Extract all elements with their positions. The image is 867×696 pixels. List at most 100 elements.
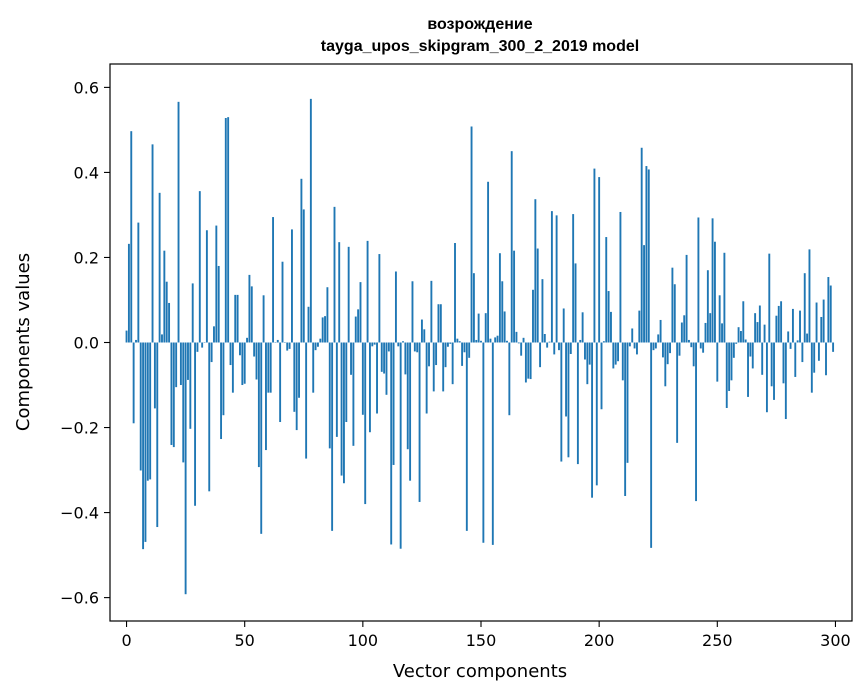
bar-144 (465, 342, 468, 531)
bar-140 (456, 338, 459, 343)
bar-273 (770, 342, 773, 387)
bar-128 (428, 342, 430, 367)
bar-99 (359, 282, 362, 343)
bar-249 (714, 241, 716, 343)
bar-227 (662, 342, 664, 358)
bar-7 (142, 342, 145, 550)
bar-260 (739, 331, 742, 343)
bar-288 (806, 333, 809, 343)
bar-60 (267, 342, 270, 393)
bar-231 (671, 267, 674, 343)
bar-139 (454, 243, 456, 343)
bar-264 (749, 342, 752, 357)
bar-132 (437, 304, 440, 343)
bar-169 (524, 342, 527, 383)
bar-76 (305, 342, 308, 459)
bar-89 (335, 342, 338, 437)
bar-182 (555, 215, 558, 343)
bar-3 (132, 342, 135, 424)
bar-25 (184, 342, 187, 595)
bar-213 (628, 342, 631, 347)
bar-26 (187, 342, 189, 380)
bar-97 (354, 316, 357, 343)
bar-114 (394, 271, 397, 343)
bar-45 (231, 342, 234, 393)
bar-232 (673, 284, 676, 343)
bar-188 (569, 342, 572, 354)
bar-289 (808, 249, 811, 343)
bar-162 (508, 342, 511, 416)
bar-206 (612, 342, 615, 369)
bar-287 (803, 273, 806, 343)
bar-191 (576, 342, 579, 465)
bar-2 (130, 131, 133, 343)
bar-223 (652, 342, 655, 351)
bar-237 (685, 254, 688, 343)
bar-9 (146, 342, 149, 481)
bar-297 (827, 277, 830, 343)
bar-48 (239, 342, 241, 356)
bar-253 (723, 252, 726, 343)
bar-251 (718, 295, 721, 343)
bar-228 (664, 342, 667, 387)
bar-265 (751, 342, 754, 369)
bar-15 (161, 334, 163, 343)
bar-298 (829, 285, 832, 343)
bar-87 (331, 342, 334, 531)
bar-101 (364, 342, 367, 505)
bar-268 (758, 305, 761, 343)
bar-37 (213, 326, 215, 343)
bar-59 (265, 342, 267, 451)
bar-296 (825, 342, 827, 376)
bar-70 (291, 229, 293, 343)
bar-21 (175, 342, 178, 388)
bar-234 (678, 342, 681, 356)
bar-281 (789, 342, 792, 349)
bar-131 (435, 342, 438, 366)
bar-92 (343, 342, 345, 484)
bar-271 (765, 342, 768, 413)
bar-54 (253, 342, 256, 357)
bar-177 (543, 334, 546, 343)
bar-72 (295, 342, 298, 431)
bar-105 (373, 342, 376, 345)
bar-212 (626, 342, 629, 463)
bar-240 (692, 342, 695, 367)
bar-42 (224, 118, 227, 343)
bar-95 (350, 342, 352, 375)
bar-225 (657, 334, 660, 343)
bar-262 (744, 339, 747, 343)
bar-221 (647, 169, 650, 343)
bar-229 (666, 342, 669, 365)
bar-14 (158, 192, 161, 343)
bar-294 (820, 316, 823, 343)
bar-80 (314, 342, 317, 351)
bar-284 (796, 340, 799, 343)
x-tick-label: 100 (348, 631, 379, 650)
bar-280 (787, 331, 790, 343)
bar-22 (177, 101, 180, 343)
bar-71 (293, 342, 296, 412)
bar-41 (222, 342, 225, 416)
bar-285 (799, 310, 801, 343)
bar-20 (172, 342, 175, 448)
bar-38 (215, 225, 218, 343)
bar-107 (378, 254, 381, 343)
y-tick-label: 0.4 (74, 163, 99, 182)
bar-173 (534, 199, 537, 343)
bar-175 (539, 342, 542, 368)
bar-205 (610, 311, 612, 343)
bar-117 (402, 341, 404, 343)
bar-180 (550, 211, 553, 343)
bar-160 (503, 311, 506, 343)
x-tick-label: 300 (820, 631, 851, 650)
bar-141 (458, 341, 461, 343)
bar-185 (562, 308, 565, 343)
bar-246 (706, 270, 709, 343)
bar-166 (517, 342, 520, 344)
bar-43 (227, 117, 230, 343)
bar-193 (581, 312, 584, 343)
bar-222 (650, 342, 653, 548)
bar-62 (272, 217, 274, 343)
bar-158 (498, 253, 501, 343)
